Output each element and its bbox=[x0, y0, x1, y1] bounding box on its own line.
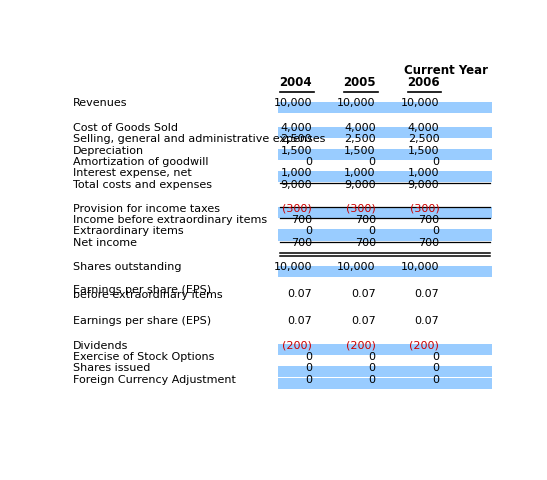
Text: 700: 700 bbox=[418, 215, 439, 225]
Text: 2,500: 2,500 bbox=[344, 134, 376, 144]
Text: 9,000: 9,000 bbox=[281, 180, 312, 190]
Text: (300): (300) bbox=[282, 204, 312, 214]
Text: 0: 0 bbox=[432, 375, 439, 384]
Text: 4,000: 4,000 bbox=[344, 123, 376, 133]
Text: 700: 700 bbox=[291, 238, 312, 248]
Text: 0: 0 bbox=[305, 156, 312, 167]
Text: 700: 700 bbox=[418, 238, 439, 248]
Text: Foreign Currency Adjustment: Foreign Currency Adjustment bbox=[73, 375, 236, 384]
Text: 2,500: 2,500 bbox=[408, 134, 439, 144]
Text: 2,500: 2,500 bbox=[281, 134, 312, 144]
Text: 10,000: 10,000 bbox=[337, 98, 376, 108]
Text: before extraordinary items: before extraordinary items bbox=[73, 290, 222, 300]
Text: 0.07: 0.07 bbox=[415, 316, 439, 326]
Bar bbox=[278, 149, 492, 160]
Text: 1,000: 1,000 bbox=[281, 168, 312, 178]
Text: Selling, general and administrative expenses: Selling, general and administrative expe… bbox=[73, 134, 325, 144]
Text: 0: 0 bbox=[305, 352, 312, 362]
Text: 10,000: 10,000 bbox=[401, 98, 439, 108]
Text: 0.07: 0.07 bbox=[415, 288, 439, 299]
Text: 0: 0 bbox=[432, 156, 439, 167]
Bar bbox=[278, 127, 492, 138]
Text: Shares outstanding: Shares outstanding bbox=[73, 263, 181, 272]
Text: 10,000: 10,000 bbox=[401, 263, 439, 272]
Text: Net income: Net income bbox=[73, 238, 137, 248]
Bar bbox=[278, 171, 492, 182]
Text: (200): (200) bbox=[282, 341, 312, 351]
Text: 0: 0 bbox=[369, 226, 376, 236]
Text: Amortization of goodwill: Amortization of goodwill bbox=[73, 156, 208, 167]
Text: 1,500: 1,500 bbox=[344, 145, 376, 156]
Bar bbox=[278, 344, 492, 355]
Text: Earnings per share (EPS): Earnings per share (EPS) bbox=[73, 316, 211, 326]
Text: 2004: 2004 bbox=[280, 76, 312, 89]
Text: Interest expense, net: Interest expense, net bbox=[73, 168, 191, 178]
Text: 10,000: 10,000 bbox=[274, 263, 312, 272]
Text: 1,500: 1,500 bbox=[408, 145, 439, 156]
Text: Total costs and expenses: Total costs and expenses bbox=[73, 180, 212, 190]
Bar bbox=[278, 229, 492, 240]
Text: Current Year: Current Year bbox=[404, 64, 488, 77]
Text: 9,000: 9,000 bbox=[344, 180, 376, 190]
Text: 0: 0 bbox=[369, 363, 376, 373]
Text: (300): (300) bbox=[346, 204, 376, 214]
Text: 0.07: 0.07 bbox=[287, 288, 312, 299]
Text: 4,000: 4,000 bbox=[281, 123, 312, 133]
Text: 0.07: 0.07 bbox=[287, 316, 312, 326]
Text: Income before extraordinary items: Income before extraordinary items bbox=[73, 215, 267, 225]
Text: Provision for income taxes: Provision for income taxes bbox=[73, 204, 219, 214]
Text: 1,500: 1,500 bbox=[281, 145, 312, 156]
Text: 0: 0 bbox=[305, 375, 312, 384]
Text: 0.07: 0.07 bbox=[351, 316, 376, 326]
Text: 700: 700 bbox=[291, 215, 312, 225]
Text: 0.07: 0.07 bbox=[351, 288, 376, 299]
Text: Cost of Goods Sold: Cost of Goods Sold bbox=[73, 123, 178, 133]
Text: 10,000: 10,000 bbox=[274, 98, 312, 108]
Text: Earnings per share (EPS): Earnings per share (EPS) bbox=[73, 285, 211, 295]
Text: 0: 0 bbox=[369, 156, 376, 167]
Text: 0: 0 bbox=[369, 375, 376, 384]
Text: 700: 700 bbox=[354, 238, 376, 248]
Bar bbox=[278, 207, 492, 218]
Text: 4,000: 4,000 bbox=[408, 123, 439, 133]
Text: 2005: 2005 bbox=[343, 76, 376, 89]
Text: Depreciation: Depreciation bbox=[73, 145, 144, 156]
Text: Extraordinary items: Extraordinary items bbox=[73, 226, 183, 236]
Bar bbox=[278, 266, 492, 277]
Text: 0: 0 bbox=[305, 363, 312, 373]
Text: Revenues: Revenues bbox=[73, 98, 127, 108]
Text: 0: 0 bbox=[369, 352, 376, 362]
Text: 0: 0 bbox=[432, 352, 439, 362]
Text: 10,000: 10,000 bbox=[337, 263, 376, 272]
Text: 9,000: 9,000 bbox=[408, 180, 439, 190]
Bar bbox=[278, 378, 492, 389]
Text: Exercise of Stock Options: Exercise of Stock Options bbox=[73, 352, 214, 362]
Bar bbox=[278, 102, 492, 113]
Text: Shares issued: Shares issued bbox=[73, 363, 150, 373]
Text: 0: 0 bbox=[432, 226, 439, 236]
Text: 2006: 2006 bbox=[406, 76, 439, 89]
Text: 700: 700 bbox=[354, 215, 376, 225]
Text: 0: 0 bbox=[305, 226, 312, 236]
Bar bbox=[278, 366, 492, 377]
Text: (300): (300) bbox=[410, 204, 439, 214]
Text: 0: 0 bbox=[432, 363, 439, 373]
Text: (200): (200) bbox=[346, 341, 376, 351]
Text: (200): (200) bbox=[410, 341, 439, 351]
Text: 1,000: 1,000 bbox=[408, 168, 439, 178]
Text: 1,000: 1,000 bbox=[344, 168, 376, 178]
Text: Dividends: Dividends bbox=[73, 341, 128, 351]
